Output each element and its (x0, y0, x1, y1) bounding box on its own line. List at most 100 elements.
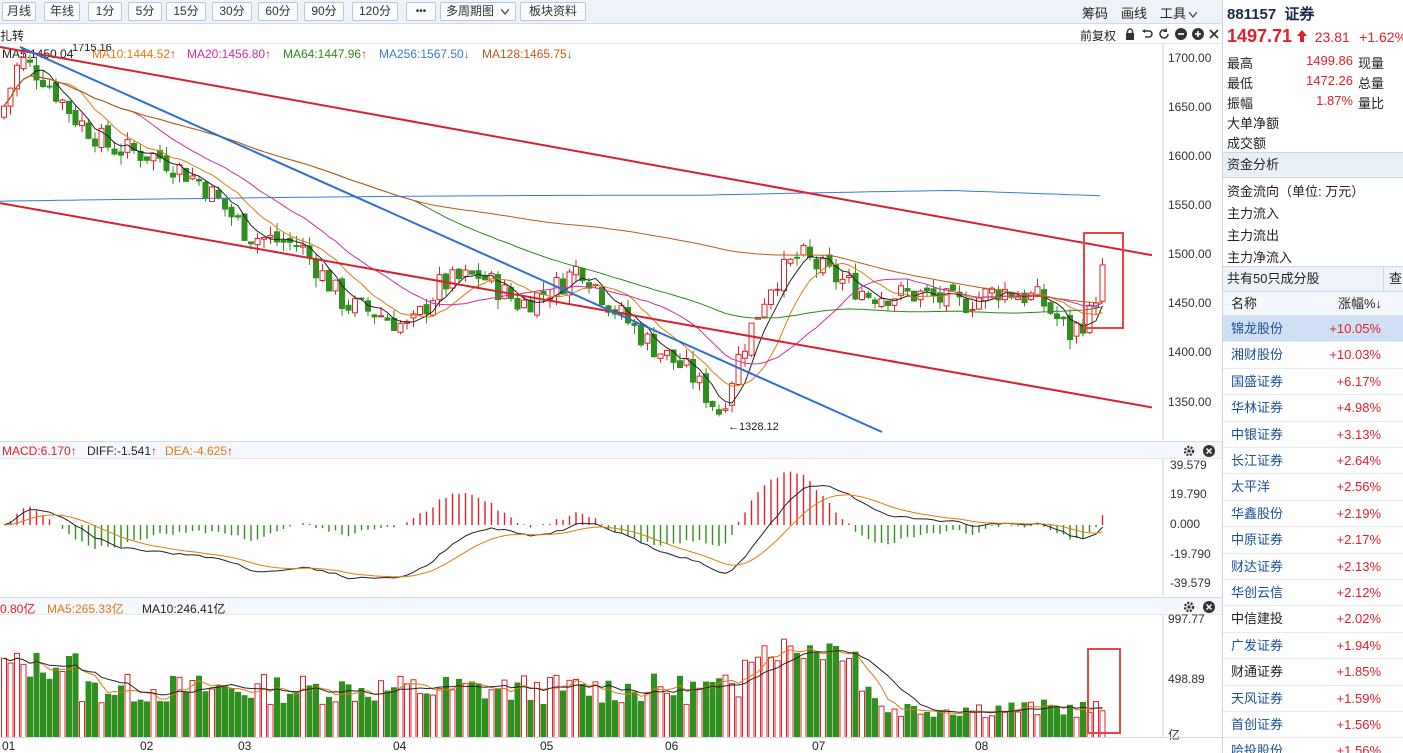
column-name[interactable]: 名称 (1231, 296, 1258, 311)
candle-body (248, 241, 254, 245)
period-button-1min[interactable]: 1分 (88, 2, 122, 21)
volume-legend: 0.80亿 (0, 602, 36, 616)
constituent-row[interactable]: 锦龙股份 +10.05% (1223, 316, 1403, 343)
constituent-name: 华创云信 (1231, 585, 1284, 600)
close-icon[interactable] (1208, 28, 1220, 40)
candle-body (599, 286, 605, 306)
period-button-120min[interactable]: 120分 (352, 2, 398, 21)
period-button-5min[interactable]: 5分 (128, 2, 162, 21)
period-button-year[interactable]: 年线 (44, 2, 80, 21)
stat-row: 成交额 (1223, 133, 1403, 153)
macd-axis-label: 0.000 (1170, 517, 1201, 531)
volume-bar (111, 694, 118, 738)
quote-sidebar: 881157 证券 1497.71 23.81 +1.62% 最高 1499.86… (1222, 0, 1403, 753)
constituent-pct: +2.19% (1336, 505, 1381, 521)
macd-axis-label: 19.790 (1170, 487, 1207, 502)
constituent-row[interactable]: 国盛证券 +6.17% (1223, 369, 1403, 396)
candle-body (319, 270, 326, 281)
undo-icon[interactable] (1141, 28, 1153, 40)
constituent-row[interactable]: 中银证券 +3.13% (1223, 422, 1403, 448)
candle-body (72, 110, 79, 126)
volume-bar (859, 690, 865, 738)
period-button-15min[interactable]: 15分 (166, 2, 206, 21)
multi-period-dropdown[interactable]: 多周期图 (440, 2, 516, 21)
macd-chart[interactable] (0, 459, 1222, 596)
volume-chart[interactable] (0, 615, 1222, 738)
period-button-month[interactable]: 月线 (2, 2, 36, 21)
constituent-row[interactable]: 华林证券 +4.98% (1223, 395, 1403, 422)
candle-body (859, 290, 865, 300)
candle-body (748, 322, 755, 356)
fund-row: 主力流出 (1227, 228, 1280, 243)
constituent-row[interactable]: 华鑫股份 +2.19% (1223, 501, 1403, 528)
constituent-row[interactable]: 太平洋 +2.56% (1223, 474, 1403, 501)
more-periods-button[interactable]: ••• (406, 2, 436, 21)
candle-body (989, 287, 995, 294)
gear-icon[interactable] (1183, 445, 1195, 457)
refresh-icon[interactable] (1158, 28, 1170, 40)
volume-bar (371, 700, 378, 738)
volume-bar (800, 657, 807, 738)
candle-body (332, 279, 339, 292)
candle-body (670, 349, 677, 363)
macd-legend: MACD:6.170↑ (2, 444, 77, 458)
constituent-row[interactable]: 长江证券 +2.64% (1223, 448, 1403, 475)
volume-bar (560, 690, 566, 738)
constituent-row[interactable]: 首创证券 +1.56% (1223, 712, 1403, 739)
volume-bar (53, 667, 59, 738)
constituent-row[interactable]: 华创云信 +2.12% (1223, 580, 1403, 607)
draw-line-button[interactable]: 画线 (1121, 6, 1148, 21)
sector-info-button[interactable]: 板块资料 (520, 2, 586, 21)
constituent-row[interactable]: 湘财股份 +10.03% (1223, 342, 1403, 369)
volume-bar (865, 686, 872, 738)
constituent-row[interactable]: 中原证券 +2.17% (1223, 527, 1403, 554)
candle-body (482, 274, 488, 281)
constituent-row[interactable]: 中信建投 +2.02% (1223, 606, 1403, 633)
constituent-pct: +1.59% (1336, 690, 1381, 706)
close-icon[interactable] (1203, 601, 1215, 613)
tools-dropdown[interactable]: 工具 (1160, 3, 1198, 22)
search-constituents-button[interactable]: 查 (1383, 267, 1403, 291)
zoom-in-icon[interactable] (1192, 28, 1204, 40)
volume-bar (20, 663, 27, 738)
kline-chart[interactable]: 1715.16 ←1328.12 (0, 44, 1222, 440)
candle-body (20, 56, 27, 70)
constituent-name: 财达证券 (1231, 558, 1284, 574)
close-icon[interactable] (1203, 445, 1215, 457)
month-label: 06 (665, 739, 679, 753)
constituent-row[interactable]: 广发证券 +1.94% (1223, 633, 1403, 660)
volume-axis-label: 498.89 (1168, 671, 1205, 686)
candle-body (586, 282, 592, 289)
volume-bar (1073, 716, 1080, 738)
volume-bar (670, 695, 677, 738)
gear-icon[interactable] (1183, 601, 1195, 613)
column-pct[interactable]: 涨幅%↓ (1338, 296, 1383, 311)
constituent-row[interactable]: 财通证券 +1.85% (1223, 659, 1403, 686)
constituent-row[interactable]: 哈投股份 +1.56% (1223, 738, 1403, 753)
candle-body (150, 152, 157, 162)
lock-icon[interactable] (1124, 28, 1136, 40)
period-button-30min[interactable]: 30分 (212, 2, 252, 21)
volume-bar (950, 714, 956, 738)
volume-bar (85, 681, 92, 738)
chips-button[interactable]: 筹码 (1082, 6, 1109, 21)
volume-bar (397, 675, 404, 738)
volume-bar (332, 701, 339, 738)
zoom-out-icon[interactable] (1175, 28, 1187, 40)
candle-body (111, 148, 118, 155)
candle-body (293, 245, 300, 248)
candle-body (722, 408, 729, 411)
period-button-60min[interactable]: 60分 (258, 2, 298, 21)
fund-analysis-header[interactable]: 资金分析 (1223, 152, 1403, 178)
ma5-line (3, 69, 1103, 404)
constituent-row[interactable]: 财达证券 +2.13% (1223, 554, 1403, 580)
constituent-row[interactable]: 天风证券 +1.59% (1223, 686, 1403, 712)
adjust-mode-button[interactable]: 前复权 (1080, 29, 1117, 43)
volume-bar (1015, 711, 1021, 738)
volume-bar (456, 678, 462, 738)
volume-bar (462, 682, 469, 738)
period-button-90min[interactable]: 90分 (304, 2, 344, 21)
candle-body (1086, 304, 1093, 334)
fund-row: 主力净流入 (1227, 250, 1293, 265)
candle-body (885, 300, 891, 306)
